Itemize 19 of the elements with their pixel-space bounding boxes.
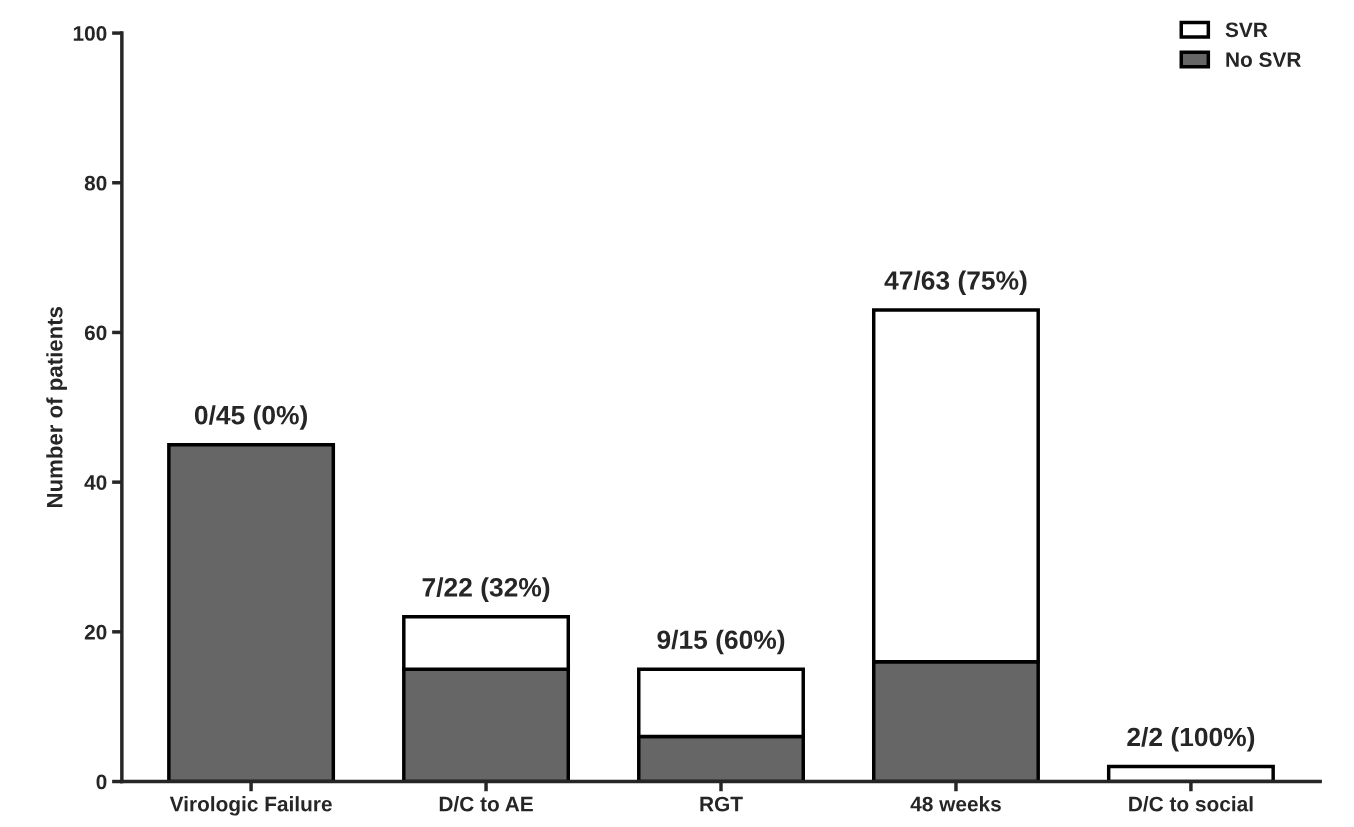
- x-tick-label: D/C to AE: [439, 796, 533, 812]
- y-axis-title: Number of patients: [46, 306, 67, 508]
- x-tick-label: D/C to social: [1129, 796, 1253, 812]
- x-tick-label: Virologic Failure: [169, 796, 332, 816]
- y-tick-label: 20: [84, 624, 107, 640]
- y-tick-label: 0: [96, 774, 107, 790]
- total-label: 9/15 (60%): [657, 629, 785, 655]
- y-tick-label: 100: [73, 26, 107, 41]
- total-label: 47/63 (75%): [884, 270, 1027, 296]
- x-tick-label: 48 weeks: [910, 796, 1001, 812]
- legend-label: SVR: [1225, 22, 1268, 38]
- total-label: 7/22 (32%): [422, 577, 550, 602]
- legend-label: No SVR: [1226, 52, 1301, 68]
- x-tick-label: RGT: [700, 796, 743, 812]
- total-label: 2/2 (100%): [1127, 726, 1255, 752]
- total-label: 0/45 (0%): [194, 405, 307, 430]
- y-tick-label: 40: [84, 475, 107, 490]
- y-tick-label: 80: [84, 175, 107, 191]
- y-tick-label: 60: [84, 325, 107, 341]
